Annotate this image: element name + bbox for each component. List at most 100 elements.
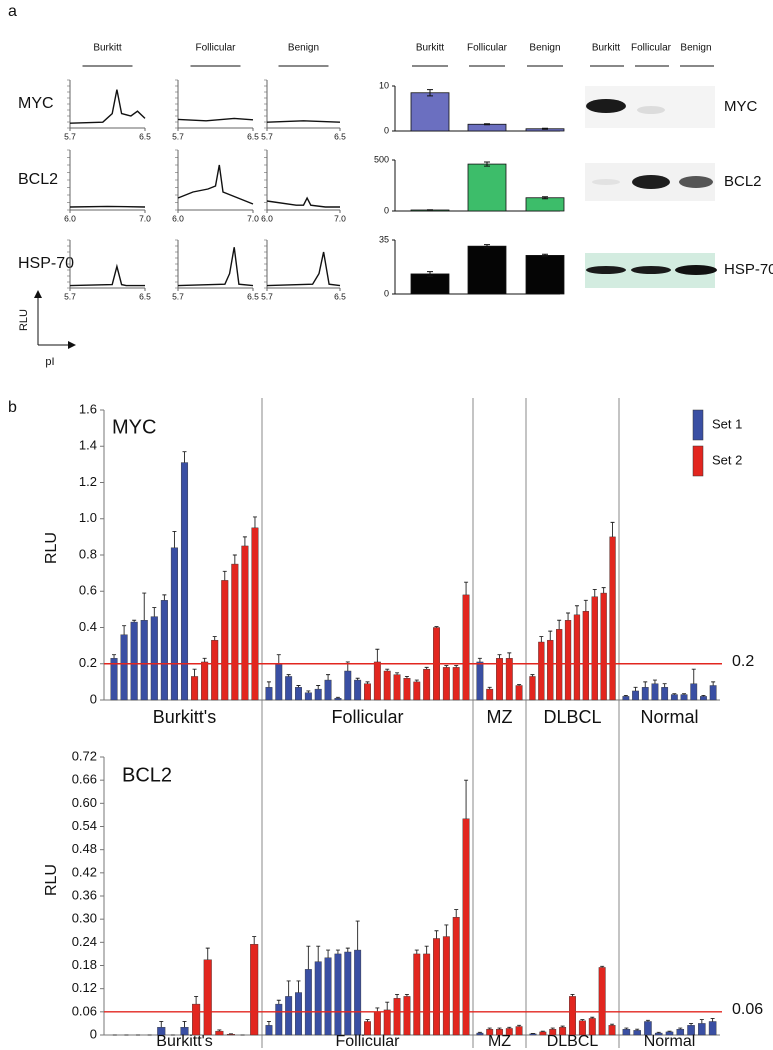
arrow-head [34, 290, 42, 298]
bar [413, 681, 421, 701]
bar [564, 620, 572, 701]
chart-title: MYC [112, 416, 156, 438]
error-bar [566, 612, 571, 621]
bar [231, 563, 239, 701]
error-bar [539, 636, 544, 642]
bar [201, 661, 209, 701]
bar [632, 690, 639, 701]
error-bar [667, 1030, 672, 1032]
bar [452, 917, 460, 1036]
bar [324, 679, 332, 701]
bar [413, 953, 421, 1036]
error-bar [592, 588, 597, 597]
bar [410, 92, 450, 132]
trace [69, 205, 146, 208]
error-bar [691, 668, 696, 684]
y-tick-label: 0.4 [79, 619, 97, 634]
y-tick-label: 0 [384, 205, 389, 215]
bar [295, 687, 302, 701]
error-bar [355, 677, 360, 681]
bar [191, 676, 199, 701]
bar [373, 661, 381, 701]
error-bar [162, 594, 167, 601]
bar [241, 545, 249, 701]
error-bar [296, 685, 301, 688]
error-bar [194, 995, 199, 1005]
bar [467, 163, 507, 212]
bar [608, 1025, 616, 1036]
error-bar [414, 679, 419, 682]
bar [211, 639, 219, 701]
error-bar [699, 1019, 704, 1024]
error-bar [464, 779, 469, 819]
bar [215, 1030, 224, 1036]
x-tick-label: 6.5 [247, 291, 259, 301]
bar [354, 949, 362, 1036]
group-label: DLBCL [543, 707, 601, 727]
x-tick-label: 6.0 [64, 213, 76, 223]
error-bar [542, 196, 548, 200]
error-bar [276, 654, 281, 664]
error-bar [345, 947, 350, 952]
bar [226, 1034, 235, 1036]
bar [525, 197, 565, 212]
y-tick-label: 0.66 [72, 772, 97, 787]
error-bar [276, 999, 281, 1005]
blot-band [631, 266, 671, 274]
group-label: Burkitt's [153, 707, 216, 727]
arrow-head [68, 341, 76, 349]
x-tick-label: 5.7 [172, 291, 184, 301]
bar [476, 661, 484, 701]
panel-label: b [8, 399, 17, 416]
bar [324, 957, 332, 1036]
error-bar [590, 1016, 595, 1019]
bar [423, 668, 431, 701]
blot-band [637, 106, 665, 114]
row-label: HSP-70 [18, 255, 74, 272]
error-bar [507, 1026, 512, 1029]
bar [708, 1021, 717, 1036]
error-bar [540, 1030, 545, 1032]
error-bar [497, 1027, 502, 1030]
bar [467, 245, 507, 295]
bar [539, 1031, 547, 1036]
error-bar [112, 654, 117, 659]
bar [598, 967, 606, 1036]
trace [177, 117, 254, 122]
error-bar [662, 683, 667, 688]
error-bar [252, 516, 257, 528]
bar [529, 1033, 537, 1036]
bar [140, 620, 148, 701]
bar [462, 818, 470, 1036]
error-bar [434, 626, 439, 628]
bar [698, 1023, 706, 1036]
error-bar [678, 1027, 683, 1030]
blot-row-label: MYC [724, 98, 758, 115]
row-label: MYC [18, 95, 54, 112]
y-tick-label: 0.42 [72, 864, 97, 879]
bar [275, 1003, 283, 1036]
error-bar [711, 681, 716, 686]
blot-row-label: BCL2 [724, 173, 762, 190]
error-bar [623, 695, 628, 697]
error-bar [580, 1019, 585, 1021]
y-tick-label: 1.0 [79, 510, 97, 525]
x-tick-label: 6.0 [261, 213, 273, 223]
bar [393, 998, 401, 1036]
error-bar [550, 1027, 555, 1030]
blot-band [632, 175, 670, 189]
blot-band [592, 179, 620, 185]
y-tick-label: 0.60 [72, 795, 97, 810]
error-bar [507, 652, 512, 659]
error-bar [682, 693, 687, 695]
bar [344, 951, 352, 1036]
x-tick-label: 5.7 [64, 291, 76, 301]
bar [304, 692, 312, 701]
x-axis-label: pI [45, 356, 54, 368]
error-bar [484, 123, 490, 126]
error-bar [355, 920, 360, 951]
error-bar [424, 945, 429, 954]
error-bar [645, 1019, 650, 1022]
y-tick-label: 35 [379, 234, 389, 244]
error-bar [159, 1021, 164, 1028]
